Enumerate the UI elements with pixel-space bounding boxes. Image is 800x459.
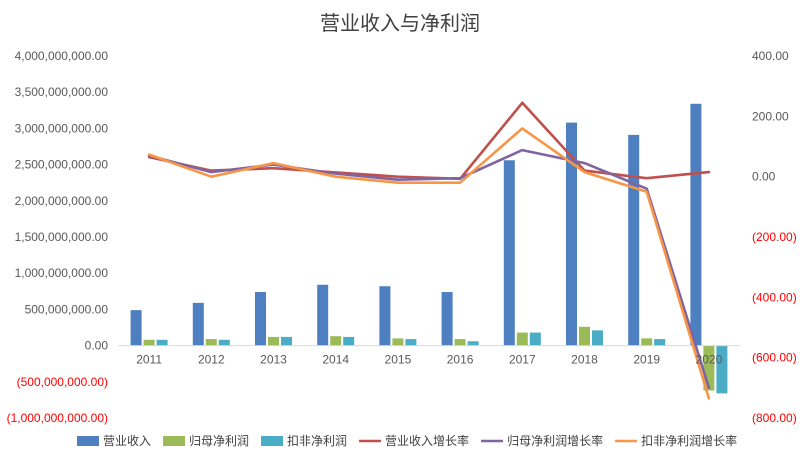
line-series-2 <box>147 148 711 390</box>
bar-3-2016 <box>467 341 479 346</box>
line-series-1 <box>147 101 711 181</box>
right-tick-label: 200.00 <box>752 109 789 123</box>
bar-2-2017 <box>516 332 528 346</box>
left-tick-label: 2,000,000,000.00 <box>15 194 109 208</box>
legend-swatch <box>261 436 284 446</box>
bar-1-2020 <box>690 103 702 346</box>
left-tick-label: 1,000,000,000.00 <box>15 266 109 280</box>
bar-3-2019 <box>654 339 666 346</box>
x-tick-label: 2016 <box>447 353 474 367</box>
bar-3-2020 <box>716 345 728 394</box>
chart-title: 营业收入与净利润 <box>320 11 480 35</box>
left-tick-label: 2,500,000,000.00 <box>15 158 109 172</box>
x-tick-label: 2014 <box>322 353 349 367</box>
bar-1-2019 <box>628 134 640 346</box>
bar-1-2013 <box>255 292 266 346</box>
x-axis-ticks: 2011 2012 2013 2014 2015 2016 2017 2018 2019 2020 <box>136 353 722 367</box>
bar-1-2014 <box>317 284 329 346</box>
right-tick-label: (600.00) <box>752 351 797 365</box>
x-tick-label: 2018 <box>571 353 598 367</box>
bar-2-2019 <box>641 338 653 346</box>
legend-swatch <box>77 436 99 446</box>
left-tick-label: 0.00 <box>85 339 109 353</box>
left-tick-label: 4,000,000,000.00 <box>15 49 109 63</box>
bar-2-2013 <box>268 336 279 346</box>
bar-3-2011 <box>156 339 168 346</box>
bar-3-2013 <box>281 336 292 346</box>
left-tick-label: (500,000,000.00) <box>17 375 108 389</box>
bar-3-2017 <box>529 332 541 346</box>
right-axis-ticks: (800.00) (600.00) (400.00) (200.00) 0.00 200.… <box>752 49 797 425</box>
bar-3-2012 <box>218 339 230 346</box>
legend-label: 营业收入增长率 <box>385 433 469 448</box>
right-tick-label: 0.00 <box>752 170 776 184</box>
bar-2-2014 <box>330 336 342 346</box>
x-tick-label: 2020 <box>696 353 723 367</box>
bar-layer <box>130 103 728 394</box>
bar-2-2012 <box>205 339 217 346</box>
left-axis-ticks: (1,000,000,000.00) (500,000,000.00) 0.00 50… <box>7 49 109 425</box>
bar-2-2020 <box>703 345 715 391</box>
bar-2-2015 <box>392 338 404 346</box>
legend-swatch <box>163 436 186 446</box>
bar-1-2015 <box>379 286 391 346</box>
x-tick-label: 2019 <box>633 353 660 367</box>
left-tick-label: 3,500,000,000.00 <box>15 85 109 99</box>
legend-label: 归母净利润增长率 <box>507 433 603 448</box>
legend-label: 归母净利润 <box>189 434 249 448</box>
right-tick-label: 400.00 <box>752 49 789 63</box>
bar-1-2016 <box>441 292 453 346</box>
x-tick-label: 2015 <box>385 353 412 367</box>
line-series-3 <box>147 127 711 400</box>
bar-1-2018 <box>566 122 577 346</box>
right-tick-label: (400.00) <box>752 290 797 304</box>
bar-3-2014 <box>343 336 355 346</box>
legend-label: 扣非净利润增长率 <box>641 433 737 448</box>
legend-label: 营业收入 <box>103 434 151 448</box>
right-tick-label: (800.00) <box>752 411 797 425</box>
right-tick-label: (200.00) <box>752 230 797 244</box>
left-tick-label: 500,000,000.00 <box>25 302 109 316</box>
left-tick-label: (1,000,000,000.00) <box>7 411 108 425</box>
left-tick-label: 1,500,000,000.00 <box>15 230 109 244</box>
x-tick-label: 2012 <box>198 353 225 367</box>
bar-2-2011 <box>143 339 155 346</box>
bar-1-2012 <box>192 302 204 346</box>
x-tick-label: 2013 <box>260 353 287 367</box>
bar-1-2011 <box>130 310 142 346</box>
bar-2-2018 <box>579 326 590 346</box>
left-tick-label: 3,000,000,000.00 <box>15 121 109 135</box>
bar-2-2016 <box>454 339 466 346</box>
legend-label: 扣非净利润 <box>287 434 347 448</box>
line-layer <box>147 101 711 400</box>
bar-3-2015 <box>405 339 417 346</box>
x-tick-label: 2017 <box>509 353 536 367</box>
x-tick-label: 2011 <box>136 353 162 367</box>
bar-3-2018 <box>592 330 603 346</box>
legend: 营业收入 归母净利润 扣非净利润 营业收入增长率 归母净利润增长率 扣非净利润增长率 <box>77 433 737 448</box>
bar-1-2017 <box>503 160 515 346</box>
